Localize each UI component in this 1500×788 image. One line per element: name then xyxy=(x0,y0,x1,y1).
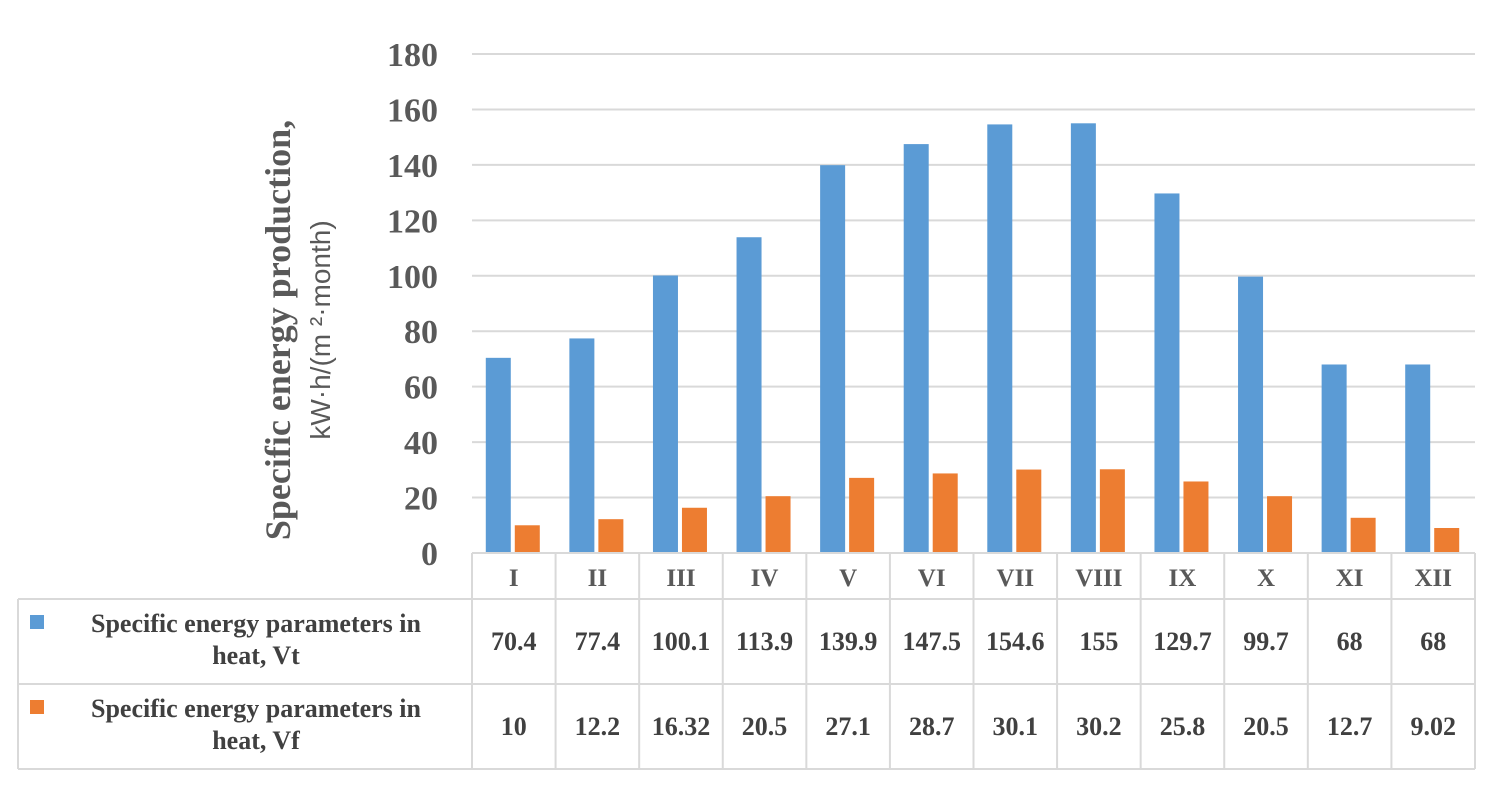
legend-label-line2: heat, Vt xyxy=(212,641,300,670)
bar-vf xyxy=(932,473,958,553)
y-axis-title-line1: Specific energy production, xyxy=(258,120,298,540)
bar-vt xyxy=(820,165,846,553)
category-label: IX xyxy=(1169,565,1197,592)
bar-vf xyxy=(1183,481,1209,553)
table-value: 77.4 xyxy=(575,627,621,656)
table-value: 20.5 xyxy=(742,712,788,741)
bar-vt xyxy=(1321,364,1347,553)
bar-vf xyxy=(1099,469,1125,553)
table-value: 16.32 xyxy=(652,712,711,741)
y-tick-label: 160 xyxy=(387,92,438,129)
table-value: 9.02 xyxy=(1410,712,1456,741)
legend-swatch xyxy=(30,615,44,629)
table-value: 30.1 xyxy=(993,712,1039,741)
bar-vt xyxy=(736,237,762,553)
table-value: 25.8 xyxy=(1160,712,1206,741)
bar-vf xyxy=(849,477,875,553)
bar-vt xyxy=(485,357,511,553)
table-value: 139.9 xyxy=(819,627,878,656)
table-value: 99.7 xyxy=(1243,627,1289,656)
bar-vt xyxy=(1070,123,1096,554)
legend-swatch xyxy=(30,700,44,714)
table-value: 70.4 xyxy=(491,627,537,656)
category-label: VIII xyxy=(1075,565,1122,592)
y-tick-label: 0 xyxy=(421,536,438,573)
bar-vf xyxy=(765,496,791,553)
table-value: 10 xyxy=(501,712,527,741)
y-tick-label: 180 xyxy=(387,37,438,74)
table-value: 100.1 xyxy=(652,627,711,656)
y-axis-title: Specific energy production, kW·h/(m ²·mo… xyxy=(258,120,336,540)
category-label: IV xyxy=(751,565,779,592)
table-value: 68 xyxy=(1420,627,1446,656)
y-tick-label: 80 xyxy=(404,314,438,351)
y-tick-label: 60 xyxy=(404,370,438,407)
y-axis-title-line2: kW·h/(m ²·month) xyxy=(305,220,336,439)
bar-vt xyxy=(987,124,1013,554)
category-label: III xyxy=(666,565,695,592)
y-tick-label: 20 xyxy=(404,481,438,518)
bar-vf xyxy=(1350,517,1376,553)
category-label: X xyxy=(1257,565,1275,592)
bar-vt xyxy=(652,275,678,553)
table-value: 27.1 xyxy=(825,712,871,741)
category-label: II xyxy=(588,565,607,592)
legend-label-line2: heat, Vf xyxy=(212,726,300,755)
bar-vt xyxy=(1154,193,1180,553)
table-value: 129.7 xyxy=(1153,627,1212,656)
bar-vt xyxy=(1238,276,1264,553)
category-label: I xyxy=(509,565,519,592)
table-value: 155 xyxy=(1079,627,1118,656)
legend-label-line1: Specific energy parameters in xyxy=(91,609,422,638)
category-label: VII xyxy=(997,565,1035,592)
y-tick-label: 100 xyxy=(387,259,438,296)
y-tick-label: 140 xyxy=(387,148,438,185)
bar-vf xyxy=(514,525,540,553)
bar-vf xyxy=(681,507,707,553)
bar-vf xyxy=(1434,527,1460,553)
bar-vt xyxy=(1405,364,1431,553)
y-tick-label: 120 xyxy=(387,203,438,240)
table-value: 68 xyxy=(1337,627,1363,656)
legend-label-line1: Specific energy parameters in xyxy=(91,694,422,723)
table-value: 30.2 xyxy=(1076,712,1122,741)
category-label: V xyxy=(839,565,857,592)
table-value: 154.6 xyxy=(986,627,1045,656)
category-label: VI xyxy=(918,565,946,592)
category-label: XI xyxy=(1336,565,1364,592)
table-value: 28.7 xyxy=(909,712,955,741)
y-tick-label: 40 xyxy=(404,425,438,462)
bars xyxy=(485,123,1460,554)
bar-vf xyxy=(598,519,624,553)
table-value: 20.5 xyxy=(1243,712,1289,741)
table-value: 113.9 xyxy=(736,627,793,656)
table-value: 12.7 xyxy=(1327,712,1373,741)
bar-vt xyxy=(569,338,595,553)
category-label: XII xyxy=(1414,565,1452,592)
bar-vt xyxy=(903,144,929,553)
table-value: 12.2 xyxy=(575,712,621,741)
gridlines xyxy=(472,53,1475,499)
bar-vf xyxy=(1267,496,1293,553)
table-value: 147.5 xyxy=(902,627,961,656)
bar-vf xyxy=(1016,469,1042,553)
y-axis-ticks: 0 20 40 60 80 100 120 140 160 180 xyxy=(387,37,438,573)
